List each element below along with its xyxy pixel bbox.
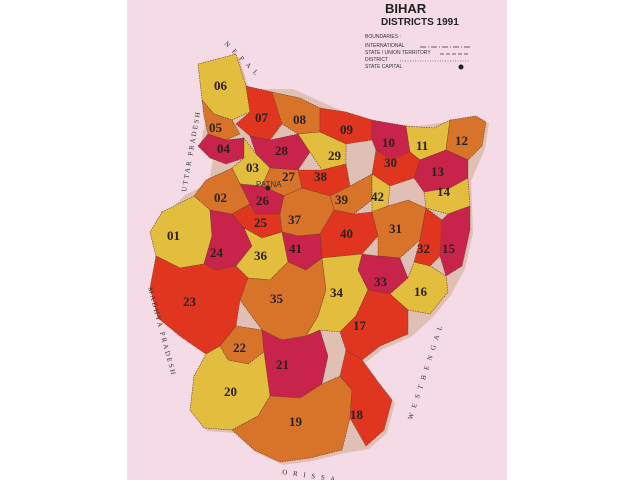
district-label-17: 17 bbox=[353, 318, 367, 333]
district-label-05: 05 bbox=[209, 120, 223, 135]
district-label-23: 23 bbox=[183, 294, 197, 309]
district-label-42: 42 bbox=[371, 189, 384, 204]
legend-heading: BOUNDARIES : bbox=[365, 34, 401, 40]
district-label-19: 19 bbox=[289, 414, 303, 429]
district-22[interactable] bbox=[219, 325, 265, 365]
district-labels: 06 07 08 09 05 04 28 29 10 11 12 30 03 2… bbox=[167, 78, 468, 429]
map-subtitle: DISTRICTS 1991 bbox=[381, 17, 459, 28]
district-label-22: 22 bbox=[233, 340, 246, 355]
district-label-26: 26 bbox=[256, 193, 270, 208]
district-label-38: 38 bbox=[314, 169, 328, 184]
label-orissa: O R I S S A bbox=[282, 468, 338, 480]
district-23[interactable] bbox=[149, 255, 249, 355]
district-label-37: 37 bbox=[288, 212, 302, 227]
district-33[interactable] bbox=[357, 253, 409, 295]
district-13[interactable] bbox=[413, 149, 469, 193]
district-label-25: 25 bbox=[254, 215, 268, 230]
district-label-09: 09 bbox=[340, 122, 354, 137]
legend-capital: STATE CAPITAL bbox=[365, 64, 402, 70]
district-16[interactable] bbox=[389, 261, 449, 315]
districts bbox=[149, 53, 487, 463]
district-label-03: 03 bbox=[246, 160, 260, 175]
district-label-36: 36 bbox=[254, 248, 268, 263]
district-18[interactable] bbox=[339, 349, 393, 447]
district-04[interactable] bbox=[197, 133, 245, 165]
district-label-41: 41 bbox=[289, 241, 302, 256]
district-label-21: 21 bbox=[276, 357, 289, 372]
district-label-32: 32 bbox=[417, 241, 430, 256]
district-19[interactable] bbox=[231, 375, 353, 463]
district-01[interactable] bbox=[149, 195, 213, 269]
district-label-18: 18 bbox=[350, 407, 364, 422]
district-label-12: 12 bbox=[455, 133, 468, 148]
district-label-10: 10 bbox=[382, 135, 395, 150]
district-17[interactable] bbox=[339, 289, 409, 361]
district-label-30: 30 bbox=[384, 155, 397, 170]
district-label-34: 34 bbox=[330, 285, 344, 300]
district-label-15: 15 bbox=[442, 241, 456, 256]
patna-capital-dot bbox=[265, 185, 271, 191]
district-label-24: 24 bbox=[210, 245, 224, 260]
district-label-02: 02 bbox=[214, 190, 227, 205]
district-label-40: 40 bbox=[340, 226, 353, 241]
district-label-39: 39 bbox=[335, 192, 349, 207]
legend-capital-dot bbox=[458, 64, 464, 70]
district-label-35: 35 bbox=[270, 291, 284, 306]
label-uttar-pradesh: UTTAR PRADESH bbox=[180, 110, 202, 193]
district-02[interactable] bbox=[193, 167, 251, 215]
district-15[interactable] bbox=[439, 205, 471, 277]
legend-state: STATE / UNION TERRITORY bbox=[365, 50, 431, 56]
legend-international: INTERNATIONAL bbox=[365, 43, 405, 49]
capital-label: PATNA bbox=[256, 180, 282, 189]
district-label-29: 29 bbox=[328, 148, 342, 163]
district-05[interactable] bbox=[201, 99, 241, 141]
district-label-20: 20 bbox=[224, 384, 237, 399]
district-label-27: 27 bbox=[282, 169, 296, 184]
district-label-13: 13 bbox=[431, 164, 445, 179]
district-label-11: 11 bbox=[416, 138, 428, 153]
district-label-28: 28 bbox=[275, 143, 289, 158]
district-08[interactable] bbox=[271, 91, 321, 135]
district-label-31: 31 bbox=[389, 221, 402, 236]
map-title: BIHAR bbox=[385, 1, 427, 16]
district-34[interactable] bbox=[305, 253, 369, 337]
legend-district: DISTRICT bbox=[365, 57, 388, 63]
district-label-07: 07 bbox=[255, 110, 269, 125]
district-28[interactable] bbox=[249, 133, 311, 171]
district-label-33: 33 bbox=[374, 274, 388, 289]
label-west-bengal: W E S T B E N G A L bbox=[406, 323, 445, 421]
district-label-04: 04 bbox=[217, 141, 231, 156]
district-label-08: 08 bbox=[293, 112, 307, 127]
legend: BOUNDARIES : INTERNATIONAL STATE / UNION… bbox=[365, 34, 470, 70]
district-label-01: 01 bbox=[167, 228, 180, 243]
district-label-06: 06 bbox=[214, 78, 228, 93]
district-label-16: 16 bbox=[414, 284, 428, 299]
district-label-14: 14 bbox=[437, 184, 451, 199]
